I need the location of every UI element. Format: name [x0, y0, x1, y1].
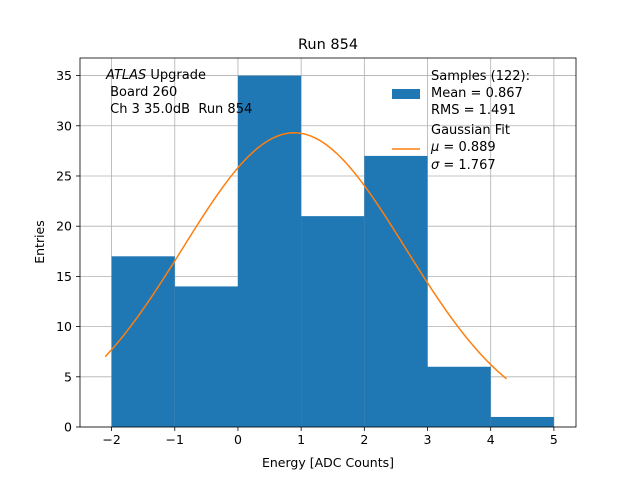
- x-tick-label: 1: [297, 432, 305, 447]
- legend-fit-sigma: σ = 1.767: [431, 158, 496, 173]
- histogram-bar-1: [111, 256, 175, 427]
- histogram-bar-7: [490, 416, 554, 427]
- chart-title: Run 854: [298, 37, 358, 53]
- mu-symbol: μ: [430, 140, 439, 155]
- legend: Samples (122): Mean = 0.867 RMS = 1.491 …: [392, 69, 530, 173]
- histogram-bar-2: [174, 286, 238, 427]
- legend-samples-swatch: [392, 89, 420, 99]
- legend-samples-mean: Mean = 0.867: [431, 86, 523, 101]
- histogram-bar-5: [364, 155, 428, 428]
- legend-fit-mu: μ = 0.889: [430, 140, 496, 155]
- legend-samples-rms: RMS = 1.491: [431, 103, 516, 118]
- histogram-bar-6: [427, 366, 491, 427]
- annotation-line-1: ATLAS Upgrade: [105, 68, 206, 83]
- y-tick-label: 25: [56, 168, 72, 183]
- x-tick-label: 3: [424, 432, 432, 447]
- y-tick-label: 0: [64, 420, 72, 435]
- atlas-label: ATLAS: [105, 68, 146, 83]
- x-tick-label: −1: [166, 432, 184, 447]
- annotation-channel-run: Ch 3 35.0dB Run 854: [106, 102, 252, 117]
- legend-fit-label: Gaussian Fit: [431, 123, 510, 138]
- annotation-board: Board 260: [106, 85, 177, 100]
- legend-samples-label: Samples (122):: [431, 69, 530, 84]
- y-tick-label: 5: [64, 369, 72, 384]
- histogram-bars: [111, 75, 554, 428]
- mu-value: = 0.889: [439, 140, 495, 155]
- plot-frame: [79, 57, 577, 428]
- annotation-box: ATLAS Upgrade Board 260 Ch 3 35.0dB Run …: [105, 68, 252, 117]
- y-tick-label: 15: [56, 269, 72, 284]
- y-tick-label: 35: [56, 68, 72, 83]
- upgrade-label: Upgrade: [146, 68, 206, 83]
- x-axis-ticks: −2 −1 0 1 2 3 4 5: [102, 427, 558, 447]
- x-tick-label: 2: [360, 432, 368, 447]
- y-tick-label: 10: [56, 319, 72, 334]
- x-axis-label: Energy [ADC Counts]: [262, 455, 394, 470]
- sigma-value: = 1.767: [439, 158, 495, 173]
- x-tick-label: −2: [102, 432, 120, 447]
- y-axis-label: Entries: [32, 220, 47, 264]
- x-tick-label: 0: [234, 432, 242, 447]
- y-tick-label: 30: [56, 118, 72, 133]
- y-axis-ticks: 0 5 10 15 20 25 30 35: [56, 68, 80, 435]
- histogram-bar-3: [237, 75, 302, 428]
- x-tick-label: 4: [487, 432, 495, 447]
- sigma-symbol: σ: [431, 158, 440, 173]
- y-tick-label: 20: [56, 219, 72, 234]
- histogram-bar-4: [301, 216, 365, 427]
- x-tick-label: 5: [550, 432, 558, 447]
- gaussian-fit-curve: [104, 132, 507, 380]
